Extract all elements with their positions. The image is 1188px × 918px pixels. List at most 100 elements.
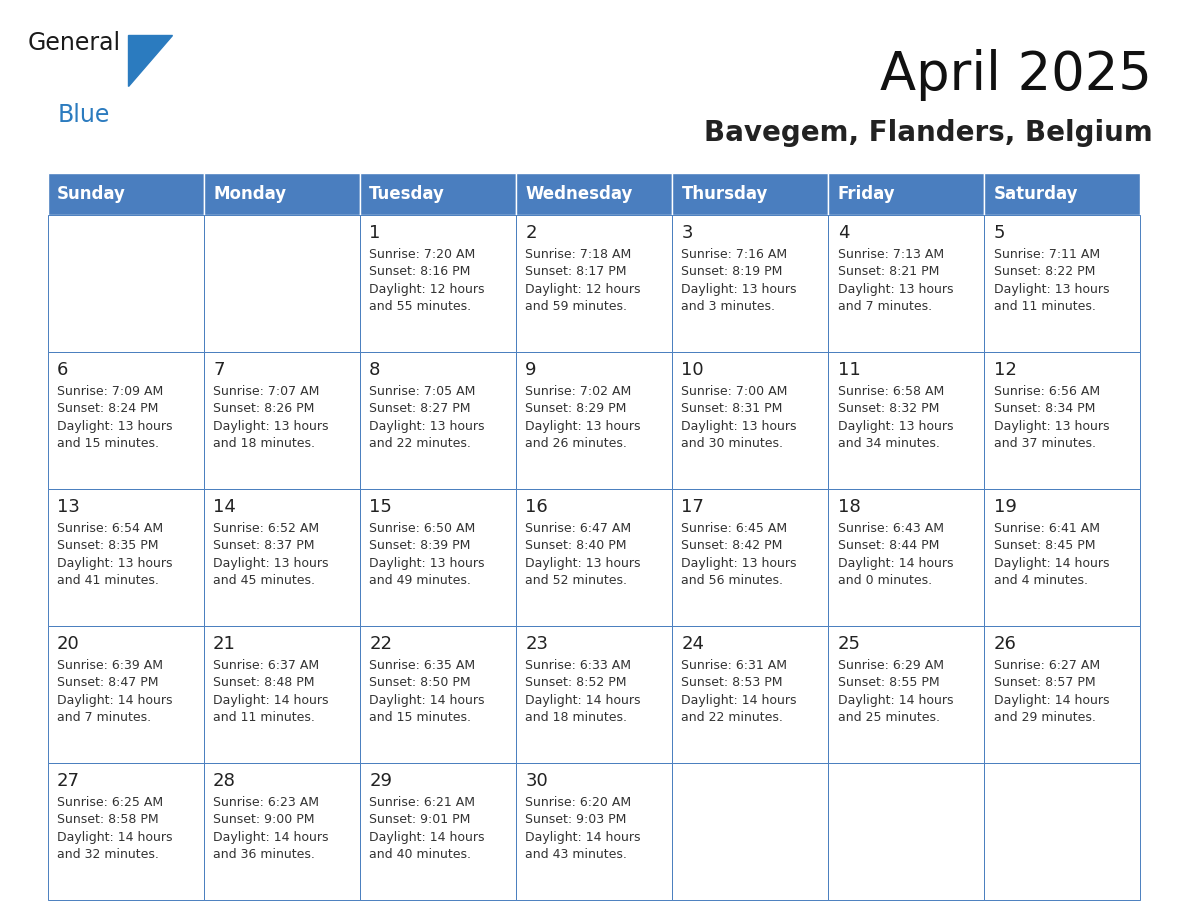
Text: 14: 14 [213, 498, 236, 516]
Text: 21: 21 [213, 635, 236, 654]
Text: Sunrise: 6:45 AM
Sunset: 8:42 PM
Daylight: 13 hours
and 56 minutes.: Sunrise: 6:45 AM Sunset: 8:42 PM Dayligh… [682, 521, 797, 588]
Text: 26: 26 [993, 635, 1017, 654]
Bar [360, 488, 516, 626]
Bar [985, 352, 1140, 488]
Bar [672, 763, 828, 900]
Bar [360, 626, 516, 763]
Text: Sunrise: 6:20 AM
Sunset: 9:03 PM
Daylight: 14 hours
and 43 minutes.: Sunrise: 6:20 AM Sunset: 9:03 PM Dayligh… [525, 796, 640, 861]
Text: 16: 16 [525, 498, 548, 516]
Text: Sunrise: 6:54 AM
Sunset: 8:35 PM
Daylight: 13 hours
and 41 minutes.: Sunrise: 6:54 AM Sunset: 8:35 PM Dayligh… [57, 521, 172, 588]
Bar [203, 488, 360, 626]
Text: Bavegem, Flanders, Belgium: Bavegem, Flanders, Belgium [703, 118, 1152, 147]
Bar [360, 173, 516, 215]
Text: 27: 27 [57, 772, 80, 790]
Text: 25: 25 [838, 635, 860, 654]
Bar [828, 763, 985, 900]
Text: Tuesday: Tuesday [369, 185, 446, 203]
Text: Sunrise: 7:00 AM
Sunset: 8:31 PM
Daylight: 13 hours
and 30 minutes.: Sunrise: 7:00 AM Sunset: 8:31 PM Dayligh… [682, 385, 797, 450]
Bar [828, 626, 985, 763]
Text: Sunrise: 6:39 AM
Sunset: 8:47 PM
Daylight: 14 hours
and 7 minutes.: Sunrise: 6:39 AM Sunset: 8:47 PM Dayligh… [57, 658, 172, 724]
Text: 11: 11 [838, 362, 860, 379]
Text: 19: 19 [993, 498, 1017, 516]
Bar [516, 215, 672, 352]
Text: Sunrise: 7:07 AM
Sunset: 8:26 PM
Daylight: 13 hours
and 18 minutes.: Sunrise: 7:07 AM Sunset: 8:26 PM Dayligh… [213, 385, 329, 450]
Text: 2: 2 [525, 224, 537, 242]
Text: 10: 10 [682, 362, 704, 379]
Text: Sunrise: 6:56 AM
Sunset: 8:34 PM
Daylight: 13 hours
and 37 minutes.: Sunrise: 6:56 AM Sunset: 8:34 PM Dayligh… [993, 385, 1110, 450]
Bar [48, 173, 203, 215]
Bar [203, 173, 360, 215]
Text: Sunrise: 6:37 AM
Sunset: 8:48 PM
Daylight: 14 hours
and 11 minutes.: Sunrise: 6:37 AM Sunset: 8:48 PM Dayligh… [213, 658, 329, 724]
Text: Monday: Monday [213, 185, 286, 203]
Bar [985, 763, 1140, 900]
Text: 8: 8 [369, 362, 380, 379]
Bar [516, 763, 672, 900]
Text: 22: 22 [369, 635, 392, 654]
Bar [360, 763, 516, 900]
Bar [828, 352, 985, 488]
Bar [203, 352, 360, 488]
Text: 17: 17 [682, 498, 704, 516]
Text: 6: 6 [57, 362, 68, 379]
Text: Sunrise: 7:02 AM
Sunset: 8:29 PM
Daylight: 13 hours
and 26 minutes.: Sunrise: 7:02 AM Sunset: 8:29 PM Dayligh… [525, 385, 640, 450]
Text: 18: 18 [838, 498, 860, 516]
Text: Sunrise: 6:31 AM
Sunset: 8:53 PM
Daylight: 14 hours
and 22 minutes.: Sunrise: 6:31 AM Sunset: 8:53 PM Dayligh… [682, 658, 797, 724]
Text: General: General [27, 30, 121, 54]
Text: Blue: Blue [58, 103, 110, 127]
Text: 13: 13 [57, 498, 80, 516]
Bar [360, 215, 516, 352]
Bar [516, 173, 672, 215]
Text: Sunrise: 6:27 AM
Sunset: 8:57 PM
Daylight: 14 hours
and 29 minutes.: Sunrise: 6:27 AM Sunset: 8:57 PM Dayligh… [993, 658, 1110, 724]
Text: April 2025: April 2025 [880, 50, 1152, 101]
Bar [672, 215, 828, 352]
Text: Sunrise: 6:35 AM
Sunset: 8:50 PM
Daylight: 14 hours
and 15 minutes.: Sunrise: 6:35 AM Sunset: 8:50 PM Dayligh… [369, 658, 485, 724]
Bar [672, 488, 828, 626]
Bar [516, 488, 672, 626]
Text: 4: 4 [838, 224, 849, 242]
Text: 28: 28 [213, 772, 236, 790]
Text: Saturday: Saturday [993, 185, 1079, 203]
Polygon shape [128, 35, 172, 86]
Text: Sunrise: 6:29 AM
Sunset: 8:55 PM
Daylight: 14 hours
and 25 minutes.: Sunrise: 6:29 AM Sunset: 8:55 PM Dayligh… [838, 658, 953, 724]
Bar [516, 352, 672, 488]
Text: Sunrise: 6:43 AM
Sunset: 8:44 PM
Daylight: 14 hours
and 0 minutes.: Sunrise: 6:43 AM Sunset: 8:44 PM Dayligh… [838, 521, 953, 588]
Text: Friday: Friday [838, 185, 896, 203]
Bar [48, 488, 203, 626]
Text: Sunrise: 6:23 AM
Sunset: 9:00 PM
Daylight: 14 hours
and 36 minutes.: Sunrise: 6:23 AM Sunset: 9:00 PM Dayligh… [213, 796, 329, 861]
Bar [203, 626, 360, 763]
Text: Sunrise: 7:18 AM
Sunset: 8:17 PM
Daylight: 12 hours
and 59 minutes.: Sunrise: 7:18 AM Sunset: 8:17 PM Dayligh… [525, 248, 640, 313]
Text: 5: 5 [993, 224, 1005, 242]
Text: 12: 12 [993, 362, 1017, 379]
Text: 1: 1 [369, 224, 380, 242]
Text: 15: 15 [369, 498, 392, 516]
Bar [672, 173, 828, 215]
Text: 3: 3 [682, 224, 693, 242]
Bar [516, 626, 672, 763]
Bar [828, 488, 985, 626]
Text: Sunrise: 7:05 AM
Sunset: 8:27 PM
Daylight: 13 hours
and 22 minutes.: Sunrise: 7:05 AM Sunset: 8:27 PM Dayligh… [369, 385, 485, 450]
Bar [828, 173, 985, 215]
Text: Sunrise: 6:58 AM
Sunset: 8:32 PM
Daylight: 13 hours
and 34 minutes.: Sunrise: 6:58 AM Sunset: 8:32 PM Dayligh… [838, 385, 953, 450]
Text: 9: 9 [525, 362, 537, 379]
Bar [203, 215, 360, 352]
Text: Sunrise: 6:33 AM
Sunset: 8:52 PM
Daylight: 14 hours
and 18 minutes.: Sunrise: 6:33 AM Sunset: 8:52 PM Dayligh… [525, 658, 640, 724]
Bar [985, 626, 1140, 763]
Text: Sunrise: 7:16 AM
Sunset: 8:19 PM
Daylight: 13 hours
and 3 minutes.: Sunrise: 7:16 AM Sunset: 8:19 PM Dayligh… [682, 248, 797, 313]
Text: Wednesday: Wednesday [525, 185, 633, 203]
Text: Sunrise: 6:25 AM
Sunset: 8:58 PM
Daylight: 14 hours
and 32 minutes.: Sunrise: 6:25 AM Sunset: 8:58 PM Dayligh… [57, 796, 172, 861]
Text: Sunrise: 6:21 AM
Sunset: 9:01 PM
Daylight: 14 hours
and 40 minutes.: Sunrise: 6:21 AM Sunset: 9:01 PM Dayligh… [369, 796, 485, 861]
Bar [985, 173, 1140, 215]
Text: 24: 24 [682, 635, 704, 654]
Bar [672, 626, 828, 763]
Text: 23: 23 [525, 635, 549, 654]
Text: Sunday: Sunday [57, 185, 126, 203]
Text: 29: 29 [369, 772, 392, 790]
Text: Sunrise: 7:13 AM
Sunset: 8:21 PM
Daylight: 13 hours
and 7 minutes.: Sunrise: 7:13 AM Sunset: 8:21 PM Dayligh… [838, 248, 953, 313]
Bar [985, 215, 1140, 352]
Bar [828, 215, 985, 352]
Bar [203, 763, 360, 900]
Bar [360, 352, 516, 488]
Text: Sunrise: 6:52 AM
Sunset: 8:37 PM
Daylight: 13 hours
and 45 minutes.: Sunrise: 6:52 AM Sunset: 8:37 PM Dayligh… [213, 521, 329, 588]
Text: Sunrise: 7:11 AM
Sunset: 8:22 PM
Daylight: 13 hours
and 11 minutes.: Sunrise: 7:11 AM Sunset: 8:22 PM Dayligh… [993, 248, 1110, 313]
Bar [985, 488, 1140, 626]
